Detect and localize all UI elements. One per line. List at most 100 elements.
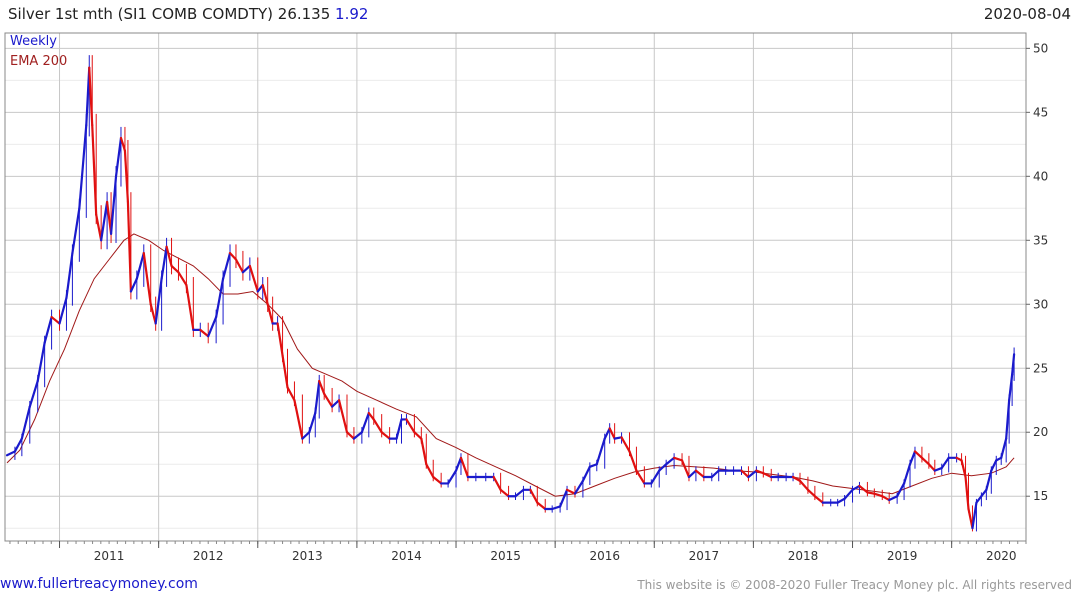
weekly-segment	[43, 315, 53, 344]
weekly-segment	[559, 488, 569, 508]
weekly-segment	[755, 469, 765, 475]
weekly-segment	[980, 488, 988, 498]
weekly-segment	[405, 418, 416, 434]
weekly-segment	[129, 277, 138, 293]
weekly-segment	[514, 488, 525, 498]
weekly-segment	[806, 488, 816, 498]
weekly-segment	[933, 466, 943, 472]
axes: 15 20 25 30 35 40 45 50 2011 2012 2013 2014 2015 2016…	[9, 41, 1048, 563]
weekly-segment	[177, 271, 188, 287]
weekly-segment	[990, 459, 998, 472]
price-change: 1.92	[335, 5, 369, 23]
weekly-segment	[395, 418, 403, 440]
legend-weekly: Weekly	[10, 34, 57, 49]
weekly-segment	[432, 475, 443, 485]
weekly-segment	[762, 472, 773, 479]
weekly-segment	[28, 379, 39, 408]
weekly-segment	[588, 463, 598, 468]
chart-title: Silver 1st mth (SI1 COMB COMDTY) 26.135 …	[8, 5, 368, 23]
weekly-segment	[221, 251, 232, 280]
weekly-segment	[454, 456, 463, 472]
weekly-segment	[71, 207, 81, 255]
x-tick-label: 2015	[490, 549, 521, 563]
weekly-segment	[142, 251, 152, 306]
y-tick-label: 35	[1033, 233, 1048, 247]
weekly-segment	[740, 469, 750, 479]
weekly-segment	[888, 495, 899, 502]
weekly-segment	[1000, 437, 1008, 459]
weekly-segment	[851, 484, 861, 491]
weekly-segment	[971, 501, 978, 530]
weekly-segment	[308, 411, 317, 434]
weekly-segment	[710, 469, 720, 479]
weekly-segment	[913, 450, 924, 459]
weekly-segment	[20, 405, 31, 440]
weekly-segment	[352, 431, 363, 440]
weekly-segment	[635, 469, 646, 485]
weekly-segment	[813, 495, 824, 504]
weekly-segment	[65, 251, 74, 299]
weekly-segment	[687, 469, 698, 479]
x-tick-label: 2020	[986, 549, 1017, 563]
ema-line	[6, 233, 1015, 497]
weekly-segment	[985, 469, 993, 491]
weekly-segment	[372, 418, 383, 434]
weekly-segment	[380, 431, 391, 440]
weekly-segment	[446, 469, 458, 485]
weekly-segment	[694, 469, 705, 479]
weekly-segment	[337, 399, 349, 434]
y-tick-label: 50	[1033, 41, 1048, 55]
weekly-segment	[234, 258, 245, 274]
weekly-segment	[896, 482, 906, 498]
weekly-segment	[367, 411, 375, 421]
weekly-segment	[199, 328, 210, 338]
weekly-segment	[95, 213, 103, 242]
legend-ema: EMA 200	[10, 54, 67, 69]
weekly-segment	[135, 251, 145, 280]
x-tick-label: 2012	[193, 549, 224, 563]
weekly-segment	[529, 488, 539, 504]
weekly-segment	[248, 264, 259, 293]
weekly-segment	[160, 245, 168, 280]
weekly-segment	[323, 392, 334, 408]
weekly-segment	[902, 463, 912, 485]
weekly-segment	[595, 437, 606, 466]
weekly-segment	[301, 431, 311, 440]
weekly-segment	[858, 484, 869, 494]
weekly-segment	[866, 491, 876, 495]
weekly-segment	[603, 427, 611, 440]
weekly-segment	[967, 507, 974, 530]
weekly-segment	[5, 450, 17, 457]
weekly-segment	[628, 450, 638, 472]
weekly-segment	[58, 296, 68, 325]
site-link[interactable]: www.fullertreacymoney.com	[0, 576, 198, 592]
weekly-segment	[608, 427, 616, 440]
x-tick-label: 2017	[689, 549, 720, 563]
x-tick-label: 2013	[292, 549, 323, 563]
weekly-segment	[413, 431, 423, 440]
weekly-segment	[499, 488, 510, 498]
weekly-segment	[536, 501, 547, 511]
weekly-segment	[908, 450, 917, 466]
weekly-segment	[154, 277, 163, 325]
instrument-title: Silver 1st mth (SI1 COMB COMDTY) 26.135	[8, 5, 331, 23]
weekly-segment	[975, 495, 983, 504]
weekly-segment	[836, 497, 846, 504]
weekly-segment	[293, 399, 304, 440]
x-tick-label: 2014	[391, 549, 422, 563]
price-bars	[5, 55, 1016, 532]
weekly-segment	[105, 200, 113, 235]
weekly-segment	[91, 124, 98, 216]
weekly-segment	[650, 469, 661, 485]
weekly-segment	[573, 479, 585, 495]
weekly-segment	[276, 322, 284, 357]
chart-date: 2020-08-04	[983, 5, 1071, 23]
weekly-segment	[658, 463, 668, 472]
grid	[5, 33, 1026, 541]
weekly-segment	[13, 437, 23, 453]
weekly-segment	[345, 431, 356, 440]
x-tick-label: 2016	[589, 549, 620, 563]
weekly-segment	[314, 379, 321, 415]
weekly-segment	[109, 175, 118, 235]
